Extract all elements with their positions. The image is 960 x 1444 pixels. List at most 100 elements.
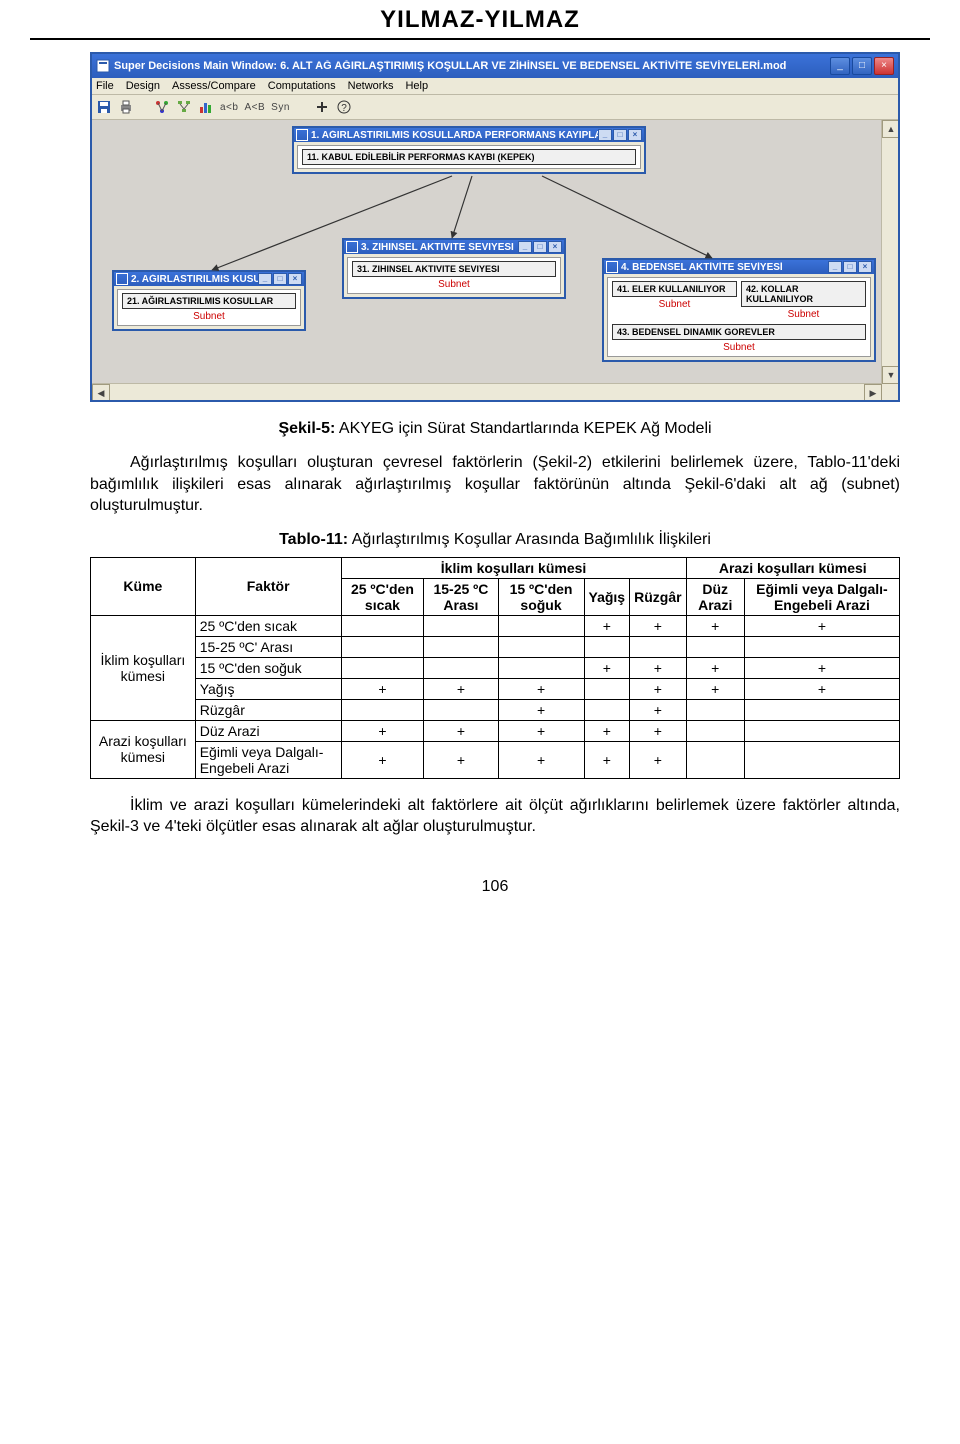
node-31[interactable]: 31. ZIHINSEL AKTIVITE SEVIYESI xyxy=(352,261,556,277)
cell: + xyxy=(744,657,899,678)
cell: + xyxy=(424,741,498,778)
subnet-label[interactable]: Subnet xyxy=(122,311,296,322)
print-icon[interactable] xyxy=(118,99,134,115)
rowgroup-arazi: Arazi koşulları kümesi xyxy=(91,720,196,778)
network-icon[interactable] xyxy=(154,99,170,115)
node-11[interactable]: 11. KABUL EDİLEBİLİR PERFORMAS KAYBI (KE… xyxy=(302,149,636,165)
paragraph-2: İklim ve arazi koşulları kümelerindeki a… xyxy=(90,795,900,838)
toolbar-syn[interactable]: Syn xyxy=(271,102,290,113)
col-c1: 25 ºC'den sıcak xyxy=(341,578,424,615)
row-label: 15 ºC'den soğuk xyxy=(195,657,341,678)
cell xyxy=(686,636,744,657)
sub-min-icon[interactable]: _ xyxy=(518,241,532,253)
sub-close-icon[interactable]: × xyxy=(628,129,642,141)
rowgroup-iklim: İklim koşulları kümesi xyxy=(91,615,196,720)
sub-max-icon[interactable]: □ xyxy=(843,261,857,273)
table-caption-text: Ağırlaştırılmış Koşullar Arasında Bağıml… xyxy=(352,531,711,548)
save-icon[interactable] xyxy=(96,99,112,115)
cell xyxy=(744,720,899,741)
scroll-left-icon[interactable]: ◀ xyxy=(92,384,110,400)
subnet-label[interactable]: Subnet xyxy=(352,279,556,290)
cluster-window-1[interactable]: 1. AĞIRLASTIRILMIS KOSULLARDA PERFORMANS… xyxy=(292,126,646,174)
chart-icon[interactable] xyxy=(198,99,214,115)
col-group-arazi: Arazi koşulları kümesi xyxy=(686,557,899,578)
cell: + xyxy=(630,678,686,699)
cell: + xyxy=(341,678,424,699)
node-41[interactable]: 41. ELER KULLANILIYOR xyxy=(612,281,737,297)
scroll-up-icon[interactable]: ▲ xyxy=(882,120,898,138)
sub-min-icon[interactable]: _ xyxy=(598,129,612,141)
sub-min-icon[interactable]: _ xyxy=(258,273,272,285)
subnet-label[interactable]: Subnet xyxy=(612,299,737,310)
node-42[interactable]: 42. KOLLAR KULLANILIYOR xyxy=(741,281,866,307)
page-number: 106 xyxy=(90,878,900,896)
cell xyxy=(498,636,584,657)
node-21[interactable]: 21. AĞIRLASTIRILMIS KOSULLAR xyxy=(122,293,296,309)
cell: + xyxy=(744,615,899,636)
sub-min-icon[interactable]: _ xyxy=(828,261,842,273)
close-button[interactable]: × xyxy=(874,57,894,75)
col-faktor: Faktör xyxy=(195,557,341,615)
app-toolbar: a<b A<B Syn ? xyxy=(92,95,898,120)
cluster-window-3[interactable]: 3. ZIHINSEL AKTIVITE SEVIYESI _ □ × 31. … xyxy=(342,238,566,299)
cell xyxy=(424,615,498,636)
menu-design[interactable]: Design xyxy=(126,80,160,92)
menu-file[interactable]: File xyxy=(96,80,114,92)
cluster-2-title: 2. AĞIRLASTIRILMIS KUSULLAR xyxy=(131,274,258,285)
cell: + xyxy=(498,720,584,741)
subnet-label[interactable]: Subnet xyxy=(612,342,866,353)
cell: + xyxy=(424,678,498,699)
cell xyxy=(744,636,899,657)
sub-close-icon[interactable]: × xyxy=(548,241,562,253)
minimize-button[interactable]: _ xyxy=(830,57,850,75)
subnet-label[interactable]: Subnet xyxy=(741,309,866,320)
scroll-right-icon[interactable]: ▶ xyxy=(864,384,882,400)
cell xyxy=(341,615,424,636)
row-label: Yağış xyxy=(195,678,341,699)
cell: + xyxy=(630,741,686,778)
menu-networks[interactable]: Networks xyxy=(348,80,394,92)
table-label: Tablo-11: xyxy=(279,531,348,548)
figure-label: Şekil-5: xyxy=(278,420,335,437)
sub-max-icon[interactable]: □ xyxy=(273,273,287,285)
cell: + xyxy=(630,657,686,678)
tree-icon[interactable] xyxy=(176,99,192,115)
row-label: 25 ºC'den sıcak xyxy=(195,615,341,636)
sub-max-icon[interactable]: □ xyxy=(613,129,627,141)
help-icon[interactable]: ? xyxy=(336,99,352,115)
menu-computations[interactable]: Computations xyxy=(268,80,336,92)
figure-caption: Şekil-5: AKYEG için Sürat Standartlarınd… xyxy=(90,420,900,438)
cluster-icon xyxy=(606,261,618,273)
cell: + xyxy=(498,678,584,699)
scrollbar-horizontal[interactable]: ◀ ▶ xyxy=(92,383,882,400)
cell: + xyxy=(584,615,630,636)
menu-assess[interactable]: Assess/Compare xyxy=(172,80,256,92)
cell xyxy=(744,741,899,778)
table-row: 15 ºC'den soğuk + + + + xyxy=(91,657,900,678)
table-row: Arazi koşulları kümesi Düz Arazi + + + +… xyxy=(91,720,900,741)
cluster-window-4[interactable]: 4. BEDENSEL AKTİVİTE SEVİYESİ _ □ × 41. … xyxy=(602,258,876,362)
toolbar-aub[interactable]: A<B xyxy=(244,102,265,113)
cell xyxy=(424,699,498,720)
scroll-down-icon[interactable]: ▼ xyxy=(882,366,898,384)
toolbar-alb[interactable]: a<b xyxy=(220,102,238,113)
page-header-author: YILMAZ-YILMAZ xyxy=(0,0,960,36)
table-row: 15-25 ºC' Arası xyxy=(91,636,900,657)
cell: + xyxy=(744,678,899,699)
col-kume: Küme xyxy=(91,557,196,615)
sub-close-icon[interactable]: × xyxy=(288,273,302,285)
figure-text: AKYEG için Sürat Standartlarında KEPEK A… xyxy=(339,420,712,437)
row-label: Rüzgâr xyxy=(195,699,341,720)
scrollbar-vertical[interactable]: ▲ ▼ xyxy=(881,120,898,384)
cell: + xyxy=(630,720,686,741)
cell xyxy=(630,636,686,657)
plus-icon[interactable] xyxy=(314,99,330,115)
sub-close-icon[interactable]: × xyxy=(858,261,872,273)
maximize-button[interactable]: □ xyxy=(852,57,872,75)
app-canvas: 1. AĞIRLASTIRILMIS KOSULLARDA PERFORMANS… xyxy=(92,120,898,400)
cell xyxy=(498,657,584,678)
node-43[interactable]: 43. BEDENSEL DINAMIK GOREVLER xyxy=(612,324,866,340)
cluster-window-2[interactable]: 2. AĞIRLASTIRILMIS KUSULLAR _ □ × 21. AĞ… xyxy=(112,270,306,331)
sub-max-icon[interactable]: □ xyxy=(533,241,547,253)
menu-help[interactable]: Help xyxy=(405,80,428,92)
